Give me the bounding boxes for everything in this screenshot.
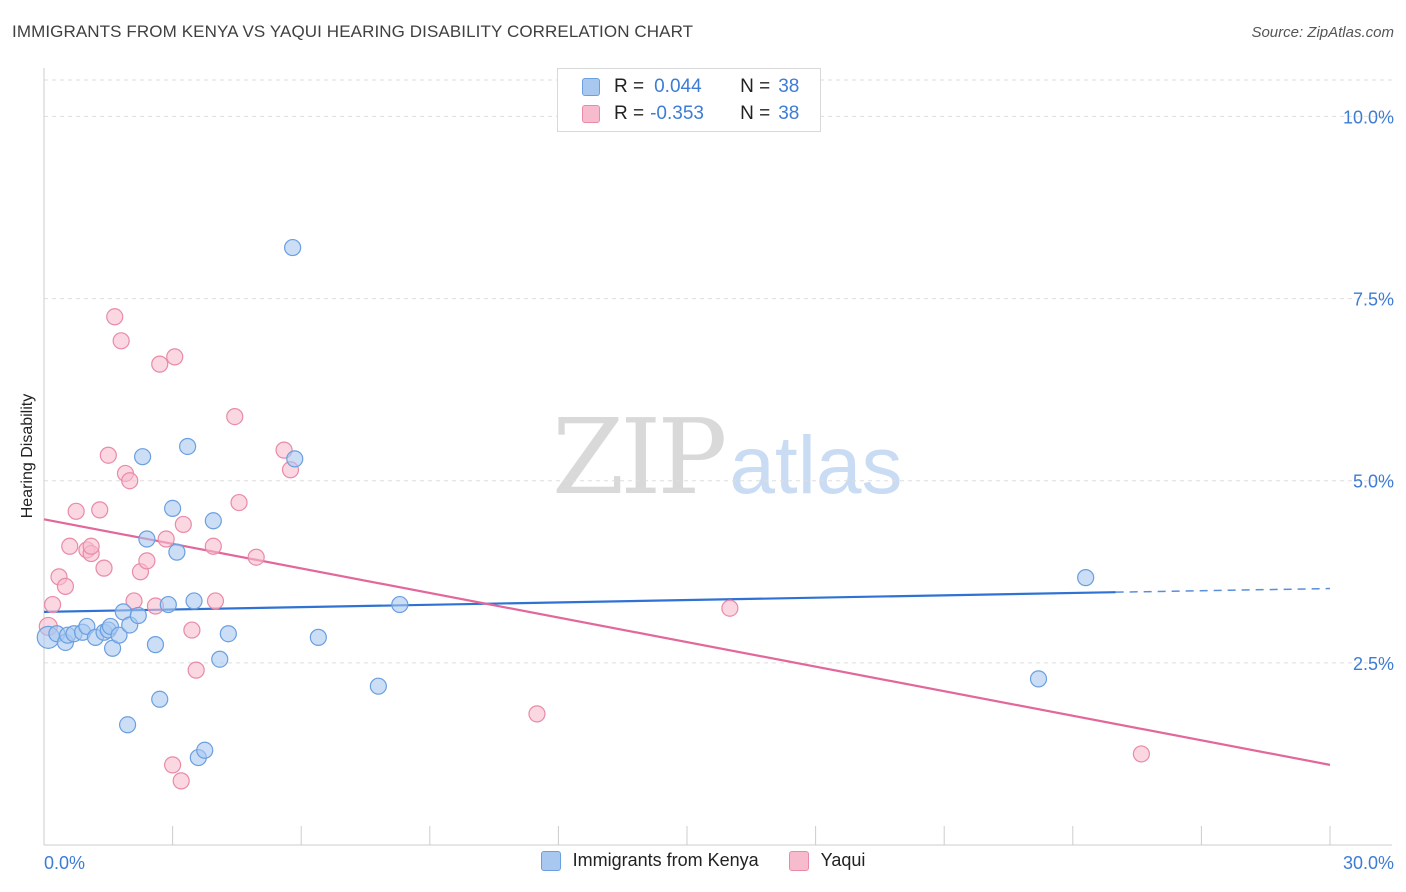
kenya-point <box>151 690 169 708</box>
x-tick-label: 30.0% <box>1343 853 1394 873</box>
kenya-point <box>1029 670 1048 688</box>
yaqui-point <box>112 332 130 350</box>
yaqui-point <box>99 446 117 464</box>
yaqui-point <box>164 756 182 774</box>
yaqui-trend-line <box>43 518 1331 766</box>
kenya-point <box>286 450 304 468</box>
kenya-point <box>369 677 387 695</box>
yaqui-point <box>166 348 184 366</box>
kenya-point <box>196 741 214 759</box>
kenya-point <box>185 592 203 610</box>
kenya-point <box>391 595 409 614</box>
yaqui-swatch-icon <box>582 105 600 123</box>
yaqui-point <box>1132 745 1150 763</box>
yaqui-point <box>106 308 124 326</box>
stats-n-value: 38 <box>778 76 800 97</box>
kenya-point <box>159 595 177 614</box>
yaqui-point <box>82 537 100 555</box>
kenya-point <box>211 650 229 668</box>
yaqui-point <box>226 408 244 426</box>
yaqui-point <box>230 493 248 512</box>
yaqui-point <box>247 548 265 566</box>
yaqui-point <box>187 661 205 679</box>
yaqui-point <box>91 501 109 519</box>
legend-label-kenya: Immigrants from Kenya <box>572 850 759 870</box>
yaqui-point <box>61 537 79 555</box>
grid-lines <box>44 79 1392 664</box>
stats-r-value: -0.353 <box>650 103 704 124</box>
stats-r-value: 0.044 <box>654 76 702 97</box>
kenya-legend-icon <box>540 850 561 871</box>
stats-row-kenya: R = 0.044 N = 38 <box>582 75 799 99</box>
yaqui-point <box>121 472 139 490</box>
kenya-point <box>284 238 302 257</box>
y-tick-label: 5.0% <box>1353 472 1394 492</box>
yaqui-point <box>67 502 85 520</box>
kenya-trend-line <box>43 591 1116 613</box>
stats-r-label: R = <box>614 76 645 97</box>
kenya-trend-extension <box>1115 587 1331 593</box>
yaqui-legend-icon <box>788 850 809 871</box>
yaqui-point <box>183 621 201 639</box>
x-tick-label: 0.0% <box>44 853 85 873</box>
legend-label-yaqui: Yaqui <box>820 850 866 870</box>
kenya-point <box>138 530 156 548</box>
yaqui-point <box>172 772 190 790</box>
yaqui-point <box>151 355 169 373</box>
kenya-point <box>219 625 237 643</box>
yaqui-point <box>56 577 75 595</box>
kenya-point <box>309 628 327 646</box>
stats-r-label: R = <box>614 103 645 124</box>
trend-lines <box>43 518 1331 766</box>
kenya-point <box>110 626 128 644</box>
kenya-point <box>204 512 222 530</box>
kenya-point <box>129 606 147 625</box>
stats-row-yaqui: R = -0.353 N = 38 <box>582 102 799 126</box>
yaqui-point <box>95 559 113 577</box>
stats-n-label: N = <box>740 76 771 97</box>
chart-title: IMMIGRANTS FROM KENYA VS YAQUI HEARING D… <box>12 22 694 41</box>
data-points <box>36 238 1150 790</box>
kenya-point <box>1077 569 1095 587</box>
stats-n-label: N = <box>740 103 771 124</box>
kenya-point <box>168 543 186 561</box>
kenya-swatch-icon <box>582 78 600 96</box>
yaqui-point <box>206 592 225 610</box>
source-credit: Source: ZipAtlas.com <box>1251 24 1394 41</box>
yaqui-point <box>721 599 739 617</box>
kenya-point <box>133 448 152 466</box>
axes <box>43 68 1392 846</box>
stats-n-value: 38 <box>778 103 800 124</box>
y-tick-label: 7.5% <box>1353 290 1394 310</box>
y-tick-label: 10.0% <box>1343 107 1394 127</box>
kenya-point <box>179 437 197 456</box>
correlation-stats-box: R = 0.044 N = 38 R = -0.353 N = 38 <box>557 68 821 132</box>
yaqui-point <box>204 537 222 555</box>
yaqui-point <box>528 705 546 723</box>
kenya-point <box>164 499 182 517</box>
yaqui-point <box>43 595 62 614</box>
tick-labels: 2.5% 5.0% 7.5% 10.0% 0.0% 30.0% <box>44 107 1394 873</box>
legend-item-yaqui[interactable]: Yaqui <box>788 850 866 871</box>
kenya-point <box>146 636 165 654</box>
yaqui-point <box>174 515 192 534</box>
legend-item-kenya[interactable]: Immigrants from Kenya <box>540 850 759 871</box>
yaqui-point <box>138 552 156 570</box>
kenya-point <box>118 716 137 734</box>
chart-legend: Immigrants from Kenya Yaqui <box>0 850 1406 871</box>
yaqui-point <box>157 530 175 548</box>
y-tick-label: 2.5% <box>1353 654 1394 674</box>
